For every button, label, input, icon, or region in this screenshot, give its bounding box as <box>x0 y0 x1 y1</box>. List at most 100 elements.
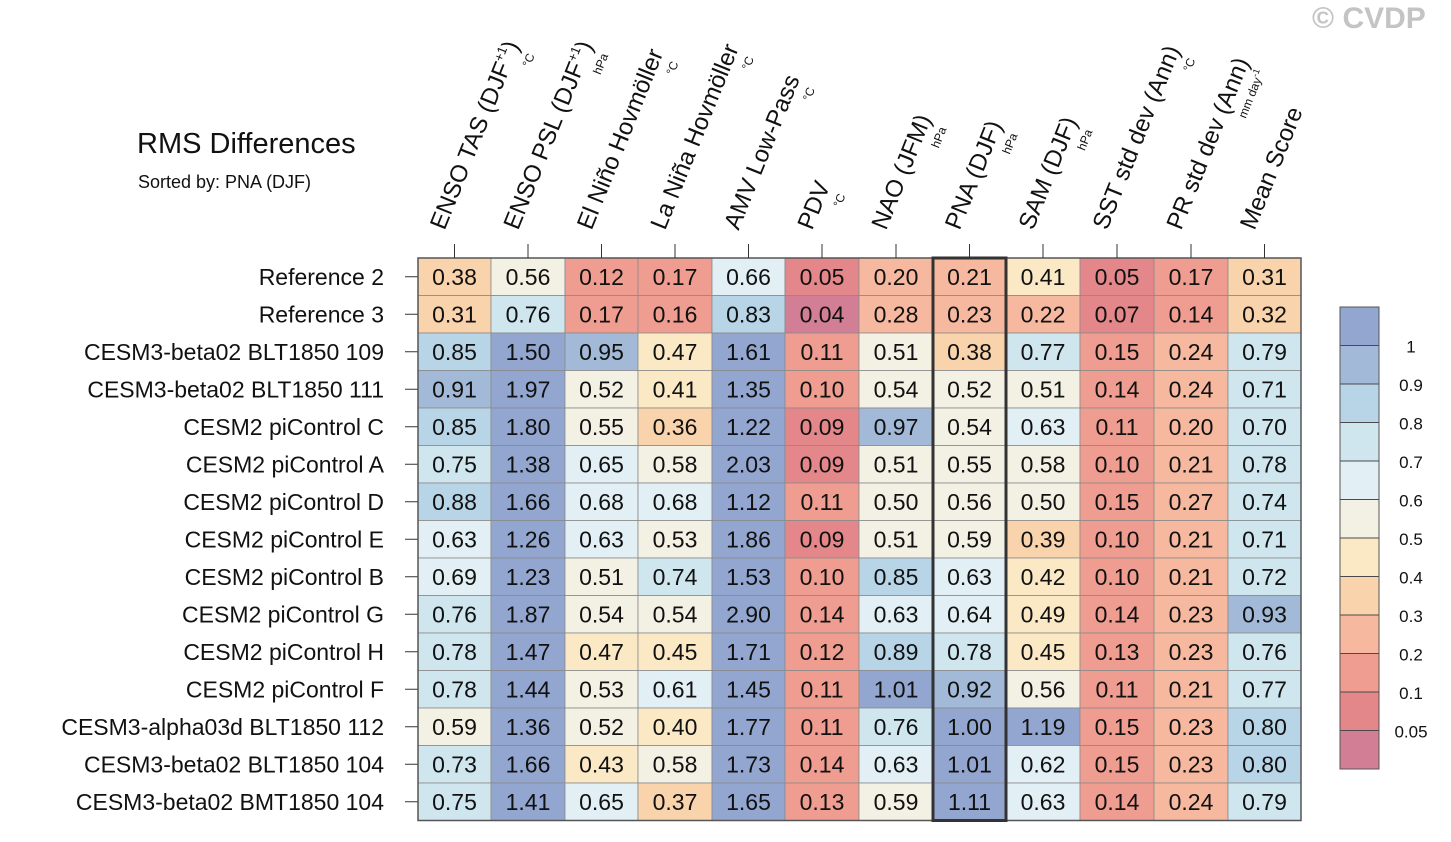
heatmap-cell <box>637 557 713 596</box>
heatmap-cell <box>711 332 786 371</box>
cell-value: 0.63 <box>874 752 919 778</box>
heatmap-cell <box>711 482 786 521</box>
cell-value: 0.11 <box>800 339 843 365</box>
cell-value: 1.19 <box>1021 714 1066 740</box>
heatmap-cell <box>1079 595 1155 634</box>
heatmap-cell <box>1079 482 1155 521</box>
cell-value: 0.95 <box>579 339 624 365</box>
colorbar-swatch <box>1340 461 1379 500</box>
cell-value: 0.73 <box>432 752 477 778</box>
cell-value: 0.79 <box>1242 789 1287 815</box>
cell-value: 0.40 <box>653 714 698 740</box>
cell-value: 0.13 <box>1095 639 1140 665</box>
heatmap-cell <box>784 707 860 746</box>
heatmap-cell <box>858 670 934 709</box>
cell-value: 0.63 <box>874 602 919 628</box>
cell-value: 0.42 <box>1021 564 1066 590</box>
cell-value: 1.66 <box>506 489 551 515</box>
colorbar-label: 0.5 <box>1399 530 1423 549</box>
heatmap-cell <box>1079 782 1155 821</box>
cell-value: 0.52 <box>579 714 624 740</box>
cell-value: 0.62 <box>1021 752 1066 778</box>
heatmap-cell <box>784 295 860 334</box>
cell-value: 0.36 <box>653 414 698 440</box>
heatmap-cell <box>1227 407 1302 446</box>
cell-value: 0.56 <box>506 264 551 290</box>
cell-value: 0.32 <box>1242 302 1287 328</box>
cell-value: 0.78 <box>1242 452 1287 478</box>
row-label: CESM3-beta02 BMT1850 104 <box>76 789 384 815</box>
heatmap-cell <box>564 370 639 409</box>
heatmap-cell <box>490 520 566 559</box>
cell-value: 0.23 <box>947 302 992 328</box>
cell-value: 1.86 <box>726 527 771 553</box>
heatmap-cell <box>417 595 492 634</box>
cell-value: 0.11 <box>800 714 843 740</box>
cell-value: 0.55 <box>579 414 624 440</box>
heatmap-cell <box>858 445 934 484</box>
cell-value: 0.54 <box>874 377 919 403</box>
heatmap-cell <box>490 782 566 821</box>
cell-value: 0.21 <box>1169 677 1214 703</box>
heatmap-cell <box>858 520 934 559</box>
heatmap-cell <box>417 557 492 596</box>
cell-value: 0.76 <box>432 602 477 628</box>
cell-value: 0.64 <box>947 602 992 628</box>
heatmap-cell <box>711 407 786 446</box>
heatmap-cell <box>1079 445 1155 484</box>
cell-value: 0.83 <box>726 302 771 328</box>
cell-value: 0.61 <box>653 677 698 703</box>
colorbar-swatch <box>1340 730 1379 769</box>
heatmap-cell <box>1227 707 1302 746</box>
colorbar-swatch <box>1340 422 1379 461</box>
cell-value: 0.69 <box>432 564 477 590</box>
cell-value: 0.65 <box>579 452 624 478</box>
cell-value: 0.76 <box>506 302 551 328</box>
heatmap-cell <box>1227 445 1302 484</box>
heatmap-cell <box>490 445 566 484</box>
heatmap-cell <box>637 595 713 634</box>
heatmap-cell <box>784 670 860 709</box>
heatmap-cell <box>490 407 566 446</box>
heatmap-cell <box>1153 632 1229 671</box>
heatmap-cell <box>784 407 860 446</box>
cell-value: 0.85 <box>874 564 919 590</box>
heatmap-cell <box>1005 595 1081 634</box>
heatmap-cell <box>490 370 566 409</box>
row-label: CESM2 piControl G <box>182 602 384 628</box>
heatmap-cell <box>711 295 786 334</box>
heatmap-cell <box>784 595 860 634</box>
heatmap-cell <box>711 707 786 746</box>
colorbar-label: 0.4 <box>1399 569 1423 588</box>
row-label: CESM3-beta02 BLT1850 109 <box>84 339 384 365</box>
cell-value: 0.11 <box>1095 414 1138 440</box>
colorbar-swatch <box>1340 576 1379 615</box>
cell-value: 0.54 <box>947 414 992 440</box>
heatmap-cell <box>1005 557 1081 596</box>
heatmap-cell <box>932 482 1007 521</box>
heatmap-cell <box>932 782 1007 821</box>
cell-value: 0.10 <box>1095 564 1140 590</box>
cell-value: 0.21 <box>947 264 992 290</box>
cell-value: 0.24 <box>1169 339 1214 365</box>
colorbar-swatch <box>1340 499 1379 538</box>
heatmap-cell <box>1227 370 1302 409</box>
cell-value: 0.92 <box>947 677 992 703</box>
cell-value: 1.97 <box>506 377 551 403</box>
column-label: AMV Low-Pass <box>719 71 805 233</box>
heatmap-cell <box>564 782 639 821</box>
column-unit: °C <box>1180 56 1198 74</box>
column-header: SAM (DJF)hPa <box>1014 113 1096 233</box>
cell-value: 0.85 <box>432 339 477 365</box>
heatmap-cell <box>932 557 1007 596</box>
cell-value: 0.47 <box>579 639 624 665</box>
cell-value: 0.09 <box>800 414 845 440</box>
row-label: CESM2 piControl C <box>183 414 384 440</box>
cell-value: 0.14 <box>1095 789 1140 815</box>
cell-value: 0.58 <box>1021 452 1066 478</box>
heatmap-cell <box>564 557 639 596</box>
cell-value: 0.70 <box>1242 414 1287 440</box>
colorbar-label: 0.1 <box>1399 684 1423 703</box>
cell-value: 0.41 <box>653 377 698 403</box>
